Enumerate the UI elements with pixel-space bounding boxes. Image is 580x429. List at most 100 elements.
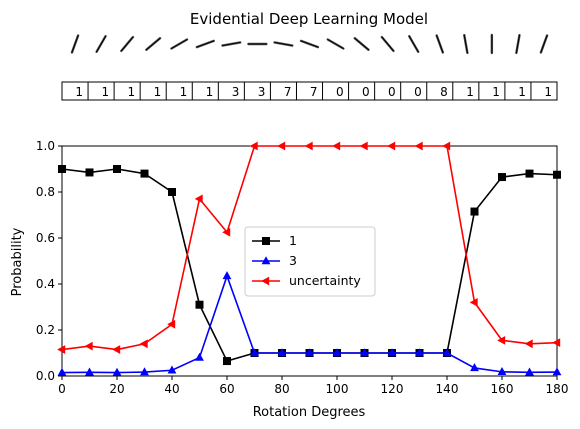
rotated-digit-image [515,33,521,55]
data-point [84,341,93,351]
predicted-label: 0 [336,85,344,99]
plot-area: 0 20 40 60 80 100 120 140 160 180 0.0 0.2 0.4 0.6 0.8 1… [36,139,569,396]
data-point [222,227,231,237]
label-strip-frame [61,81,558,101]
rotated-digit-image [380,35,395,53]
x-tick-label: 160 [491,382,514,396]
data-point [332,141,341,151]
data-point [85,367,94,376]
data-point [524,339,533,349]
data-point [498,173,506,182]
data-point [469,298,478,307]
x-tick-label: 100 [326,382,349,396]
rotated-digit-image [326,38,345,50]
legend-label: 3 [289,253,297,268]
data-point [113,165,121,173]
legend-item: uncertainty [252,273,361,288]
y-axis-label: Probability [10,227,25,296]
data-point [387,348,397,357]
predicted-label: 1 [544,85,552,99]
rotated-digit-image [195,39,215,49]
data-point [195,300,204,309]
predicted-label: 8 [440,85,448,99]
predicted-label: 7 [284,85,292,99]
data-point [497,367,507,376]
data-point [250,348,259,357]
data-point [222,271,232,280]
predicted-label: 1 [128,85,136,99]
x-tick-label: 80 [274,382,289,396]
rotated-digit-image [221,41,242,47]
predicted-label: 7 [310,85,318,99]
data-point [139,339,148,349]
rotated-digit-image [95,35,107,53]
x-tick-label: 120 [381,382,404,396]
data-point [85,168,94,177]
data-point [57,345,66,354]
data-point [140,169,149,178]
data-point [194,194,203,204]
predicted-label: 1 [101,85,109,99]
predicted-label: 1 [518,85,526,99]
legend-label: uncertainty [289,273,361,288]
predicted-label: 0 [362,85,370,99]
data-point [168,188,176,196]
data-point [442,348,452,357]
y-tick-label: 0.8 [36,185,55,199]
predicted-label: 1 [154,85,162,99]
predicted-label: 1 [492,85,500,99]
data-point [223,357,231,366]
rotated-digit-image [120,35,135,53]
predicted-label: 1 [75,85,83,99]
y-tick-label: 1.0 [36,139,55,153]
legend-item: 3 [252,253,297,268]
predicted-label: 0 [414,85,422,99]
data-point [58,165,66,173]
data-point [167,365,177,374]
predicted-label: 1 [466,85,474,99]
data-point [415,348,424,357]
data-point [470,363,479,372]
data-point [552,367,562,376]
legend: 1 3 uncertainty [244,226,376,297]
data-point [140,367,149,376]
x-tick-label: 0 [58,382,66,396]
rotated-digit-image [273,41,294,47]
y-tick-label: 0.2 [36,323,55,337]
rotated-digit-image [408,35,420,53]
predicted-label: 0 [388,85,396,99]
data-point [497,335,506,345]
rotated-digit-strip [70,33,549,55]
legend-label: 1 [289,233,297,248]
data-point [360,348,369,357]
series-uncertainty [57,141,561,354]
rotated-digit-image [435,34,445,54]
data-point [442,141,451,151]
data-point [553,170,561,179]
rotated-digit-image [299,39,320,49]
predicted-label-strip: 1 1 1 1 1 1 3 3 7 7 0 0 0 0 8 1 1 1 1 [61,81,558,101]
data-point [332,348,342,357]
data-point [277,348,287,357]
x-tick-label: 140 [436,382,459,396]
data-point [359,141,368,151]
data-point [195,352,204,361]
rotated-digit-image [539,34,549,54]
legend-frame [244,226,376,297]
rotated-digit-image [463,33,469,55]
predicted-label: 1 [206,85,214,99]
data-point [304,141,313,151]
data-point [249,141,258,151]
legend-item: 1 [252,233,297,248]
data-point [414,141,423,151]
y-tick-label: 0.4 [36,277,55,291]
rotated-digit-image [170,38,189,50]
data-point [167,319,176,329]
x-tick-label: 180 [546,382,569,396]
data-point [305,348,314,357]
data-point [552,338,561,348]
data-point [277,141,286,151]
data-point [387,141,396,151]
y-tick-label: 0.6 [36,231,55,245]
